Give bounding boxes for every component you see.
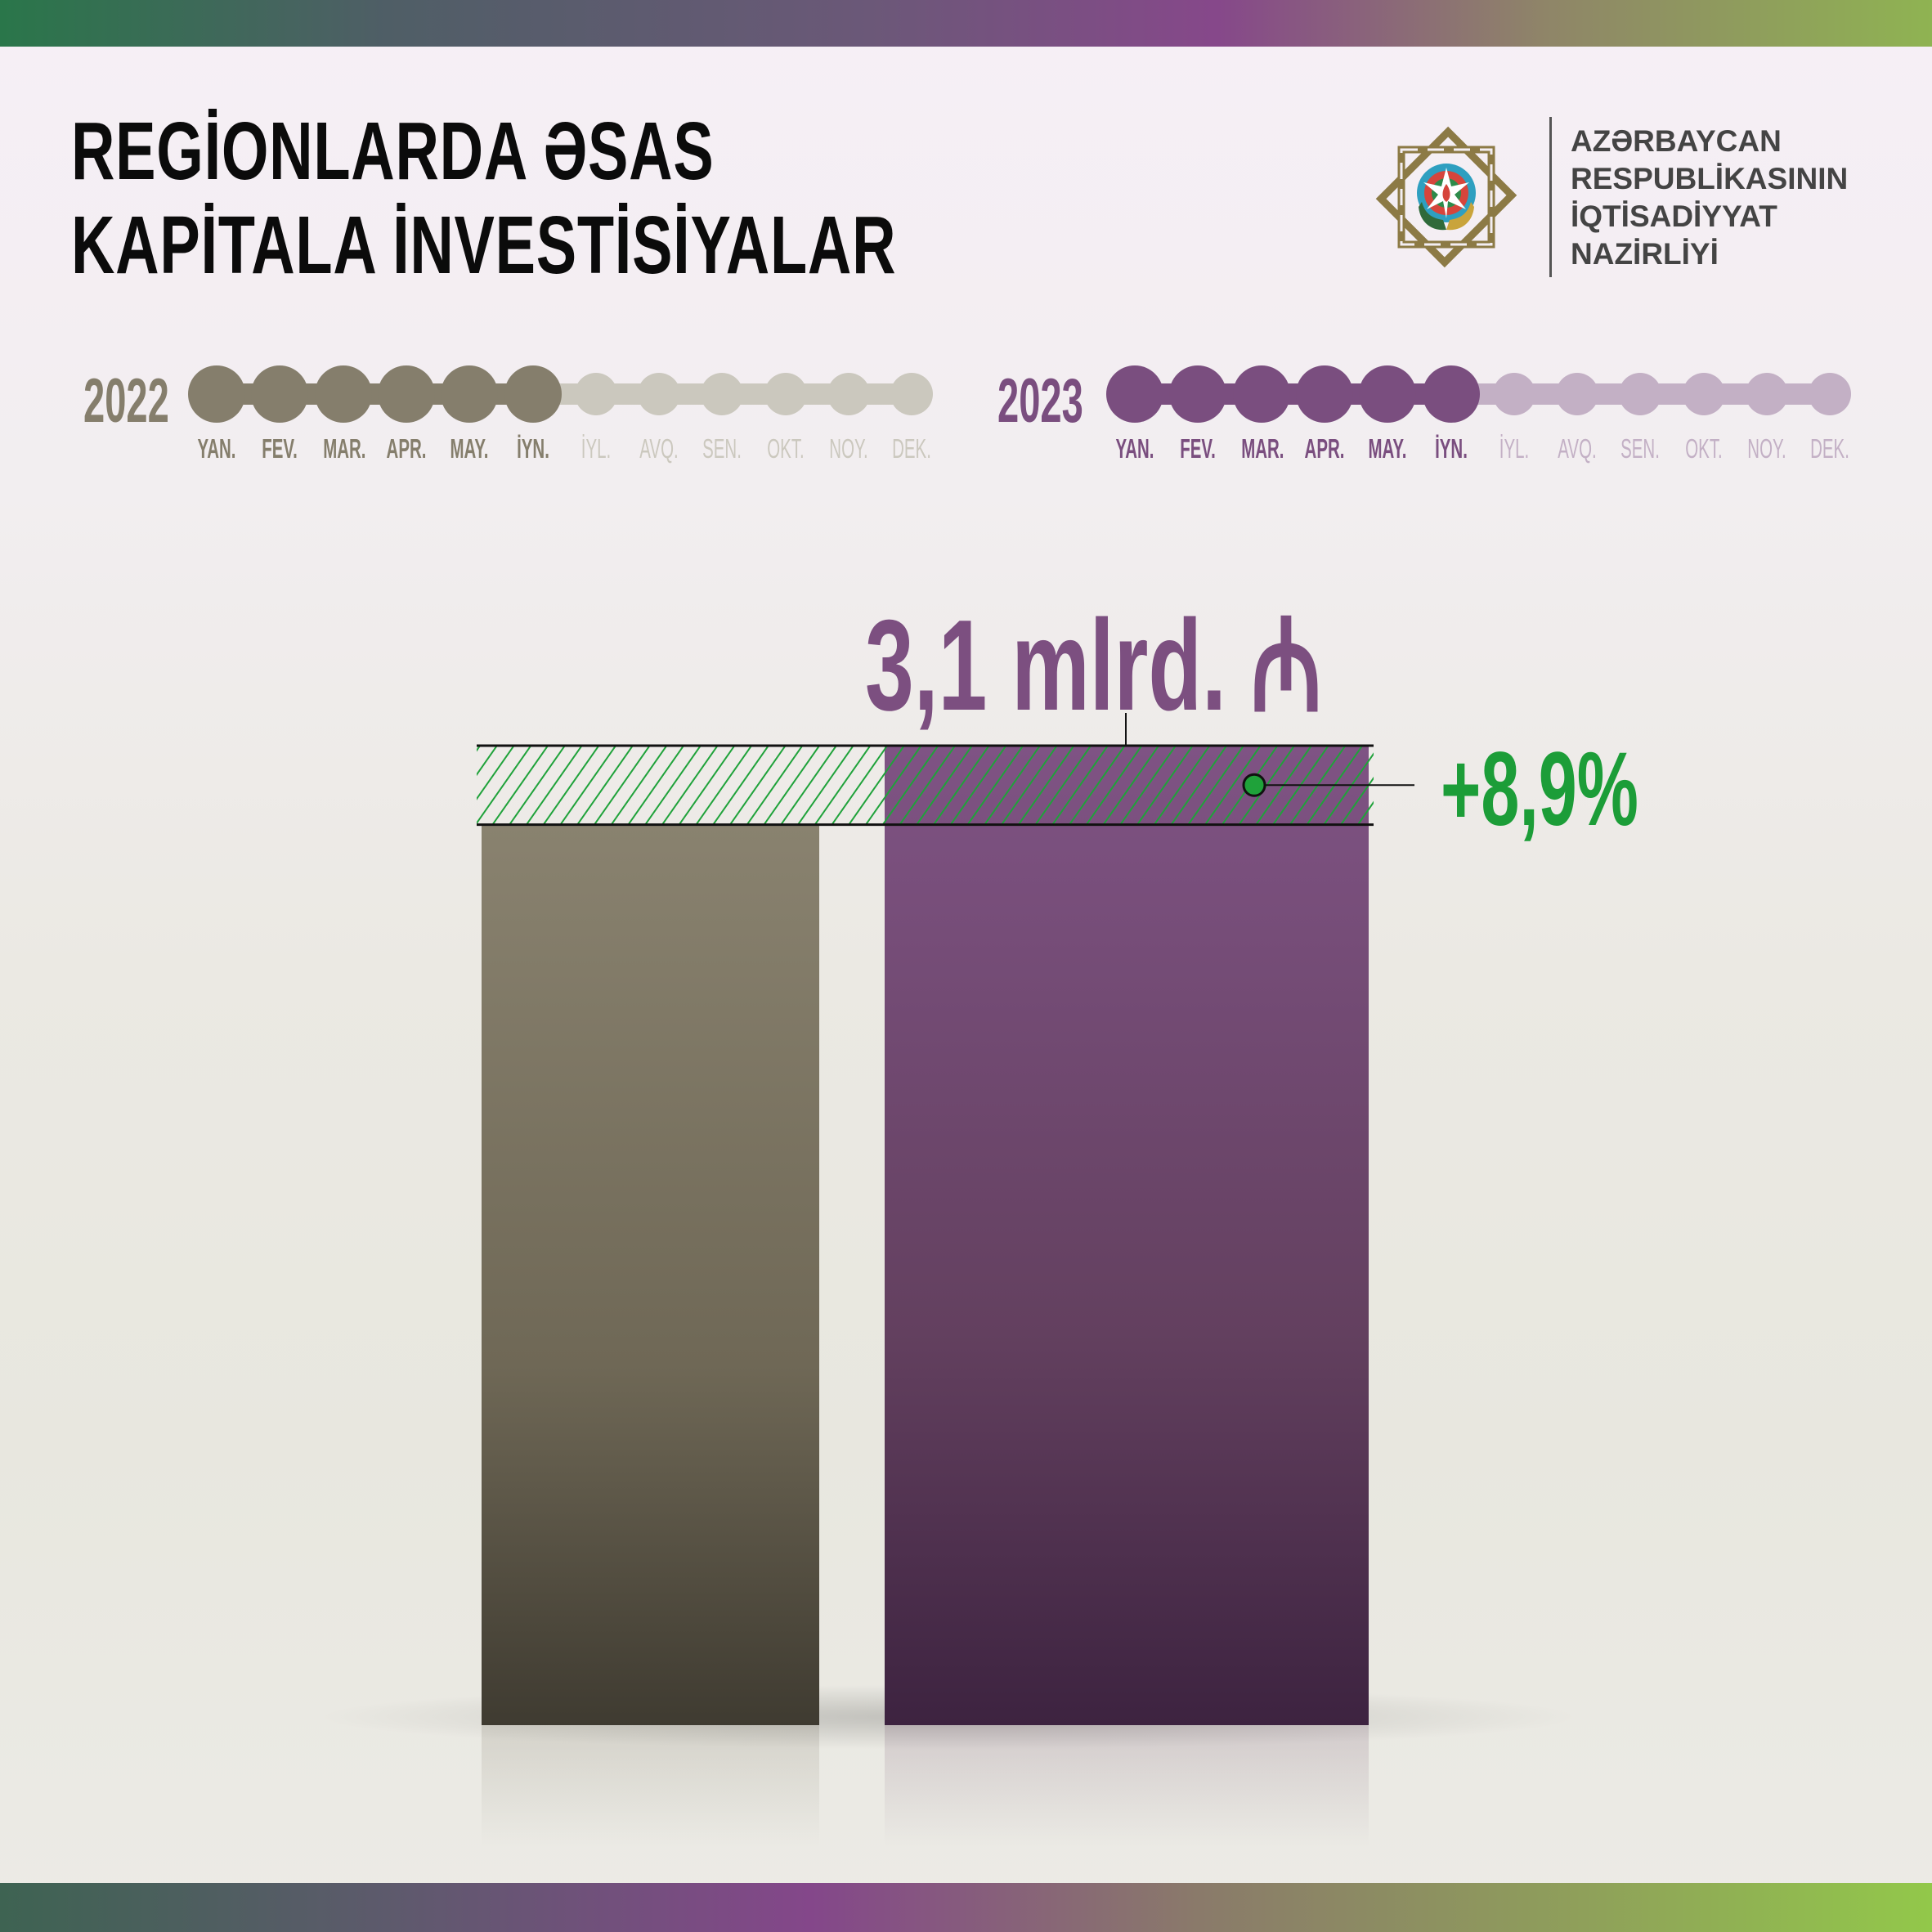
bar-reflection [885, 1725, 1369, 1848]
growth-marker-dot [1242, 773, 1266, 797]
timeline-month-dot [638, 373, 681, 415]
ministry-name-line-2: RESPUBLİKASININ [1571, 162, 1849, 195]
timeline-month-dot [188, 365, 245, 423]
timeline-month-label: MAR. [322, 433, 366, 464]
timeline-month-label: AVQ. [1558, 433, 1597, 464]
timeline-month-dot [1232, 365, 1290, 423]
timeline-month-label: YAN. [197, 433, 236, 464]
timeline-month-dot [1809, 373, 1852, 415]
timeline-month-dot [1359, 365, 1417, 423]
timeline-month-dot [1295, 365, 1353, 423]
timeline-month-dot [251, 365, 309, 423]
ministry-name-line-3: İQTİSADİYYAT [1571, 199, 1777, 233]
timeline-month-label: İYL. [1499, 433, 1529, 464]
timeline-month-dot [314, 365, 372, 423]
timeline-month-dot [1556, 373, 1599, 415]
timeline-month-label: OKT. [766, 433, 805, 464]
timeline-month-dot [1492, 373, 1535, 415]
top-gradient-bar [0, 0, 1932, 47]
timeline-month-label: İYL. [580, 433, 611, 464]
logo-divider [1549, 117, 1552, 277]
timeline-month-dot [890, 373, 934, 415]
bar-reflection [482, 1725, 819, 1848]
timeline-month-label: NOY. [1747, 433, 1786, 464]
timeline-month-dot [1746, 373, 1788, 415]
growth-percent-label: +8,9% [1441, 731, 1638, 848]
bottom-gradient-bar [0, 1883, 1932, 1932]
timeline-month-label: APR. [386, 433, 427, 464]
title-line-1: REGİONLARDA ƏSAS [71, 105, 715, 197]
ministry-name: AZƏRBAYCAN RESPUBLİKASININ İQTİSADİYYAT … [1571, 123, 1848, 273]
timeline-month-dot [1619, 373, 1662, 415]
ministry-emblem-logo-icon [1375, 126, 1517, 268]
timeline-month-label: MAY. [1368, 433, 1407, 464]
timeline-year-label: 2023 [997, 366, 1083, 436]
timeline-month-label: SEN. [702, 433, 742, 464]
timeline-month-label: MAY. [450, 433, 489, 464]
timeline-month-dot [1169, 365, 1227, 423]
timeline-month-label: SEN. [1620, 433, 1661, 464]
timeline-month-label: DEK. [892, 433, 932, 464]
timeline-month-dot [827, 373, 870, 415]
timeline-month-label: FEV. [1180, 433, 1217, 464]
timeline-month-label: OKT. [1684, 433, 1723, 464]
timeline-month-dot [1106, 365, 1163, 423]
timeline-month-dot [504, 365, 562, 423]
value-label-2023: 3,1 mlrd. ₼ [865, 594, 1322, 737]
timeline-month-dot [574, 373, 617, 415]
ministry-name-line-1: AZƏRBAYCAN [1571, 124, 1782, 158]
timeline-month-label: YAN. [1115, 433, 1154, 464]
timeline-month-dot [1422, 365, 1480, 423]
timeline-month-label: AVQ. [639, 433, 679, 464]
timeline-month-label: FEV. [262, 433, 298, 464]
timeline-month-dot [1682, 373, 1725, 415]
ministry-name-line-4: NAZİRLİYİ [1571, 237, 1719, 271]
timeline-month-dot [441, 365, 499, 423]
timeline-month-label: DEK. [1810, 433, 1850, 464]
timeline-month-label: İYN. [516, 433, 549, 464]
growth-hatch-band [477, 746, 1374, 825]
timeline-month-dot [701, 373, 744, 415]
timeline-month-dot [764, 373, 807, 415]
timeline-year-label: 2022 [83, 366, 169, 436]
page-title: REGİONLARDA ƏSAS KAPİTALA İNVESTİSİYALAR [71, 105, 896, 293]
bar-2022 [482, 824, 819, 1725]
timeline-month-dot [377, 365, 435, 423]
timeline-month-label: MAR. [1240, 433, 1284, 464]
bar-2023 [885, 746, 1369, 1725]
timeline-month-label: NOY. [829, 433, 868, 464]
timeline-month-label: APR. [1304, 433, 1345, 464]
title-line-2: KAPİTALA İNVESTİSİYALAR [71, 199, 897, 291]
timeline-month-label: İYN. [1434, 433, 1468, 464]
